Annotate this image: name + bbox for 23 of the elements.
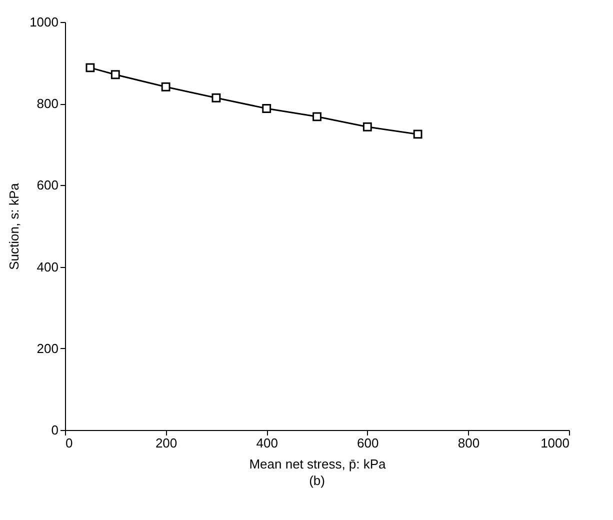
point [86, 63, 95, 72]
point [312, 112, 322, 122]
point [212, 93, 221, 102]
point [110, 70, 120, 80]
x-tick-label: 1000 [540, 436, 570, 450]
x-axis-title: Mean net stress, p̄: kPa [249, 456, 387, 472]
text: (b) [309, 473, 325, 488]
y-tick-label: 600 [36, 178, 58, 193]
x-tick-label: 200 [155, 436, 178, 450]
y-tick-label: 1000 [30, 14, 58, 30]
x-tick-label: 400 [256, 436, 278, 450]
point [262, 104, 272, 113]
y-tick-label: 800 [36, 96, 58, 112]
y-tick-label: 400 [36, 259, 58, 274]
point [413, 130, 422, 139]
y-tick-label: 200 [36, 340, 58, 356]
y-axis-title: Suction, s: kPa [6, 182, 22, 270]
x-tick-label: 0 [66, 436, 73, 450]
x-tick-label: 800 [458, 436, 480, 450]
point [161, 82, 170, 92]
y-tick-label: 0 [51, 422, 58, 438]
x-tick-label: 600 [357, 436, 379, 450]
point [362, 122, 372, 132]
